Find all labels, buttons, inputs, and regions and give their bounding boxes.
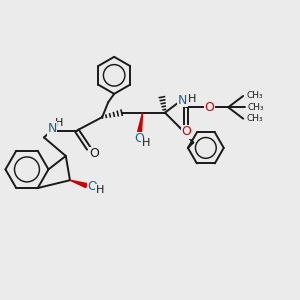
Text: H: H [96,185,104,195]
Text: O: O [135,133,145,146]
Text: CH₃: CH₃ [248,103,264,112]
Polygon shape [138,113,142,132]
Text: H: H [55,118,63,128]
Text: O: O [182,125,191,138]
Text: O: O [87,180,97,193]
Text: O: O [89,147,99,161]
Text: CH₃: CH₃ [246,114,263,123]
Text: CH₃: CH₃ [246,92,263,100]
Polygon shape [70,180,87,188]
Text: O: O [205,101,214,114]
Text: N: N [178,94,187,106]
Text: N: N [47,122,57,135]
Text: H: H [142,138,150,148]
Text: H: H [188,94,196,104]
